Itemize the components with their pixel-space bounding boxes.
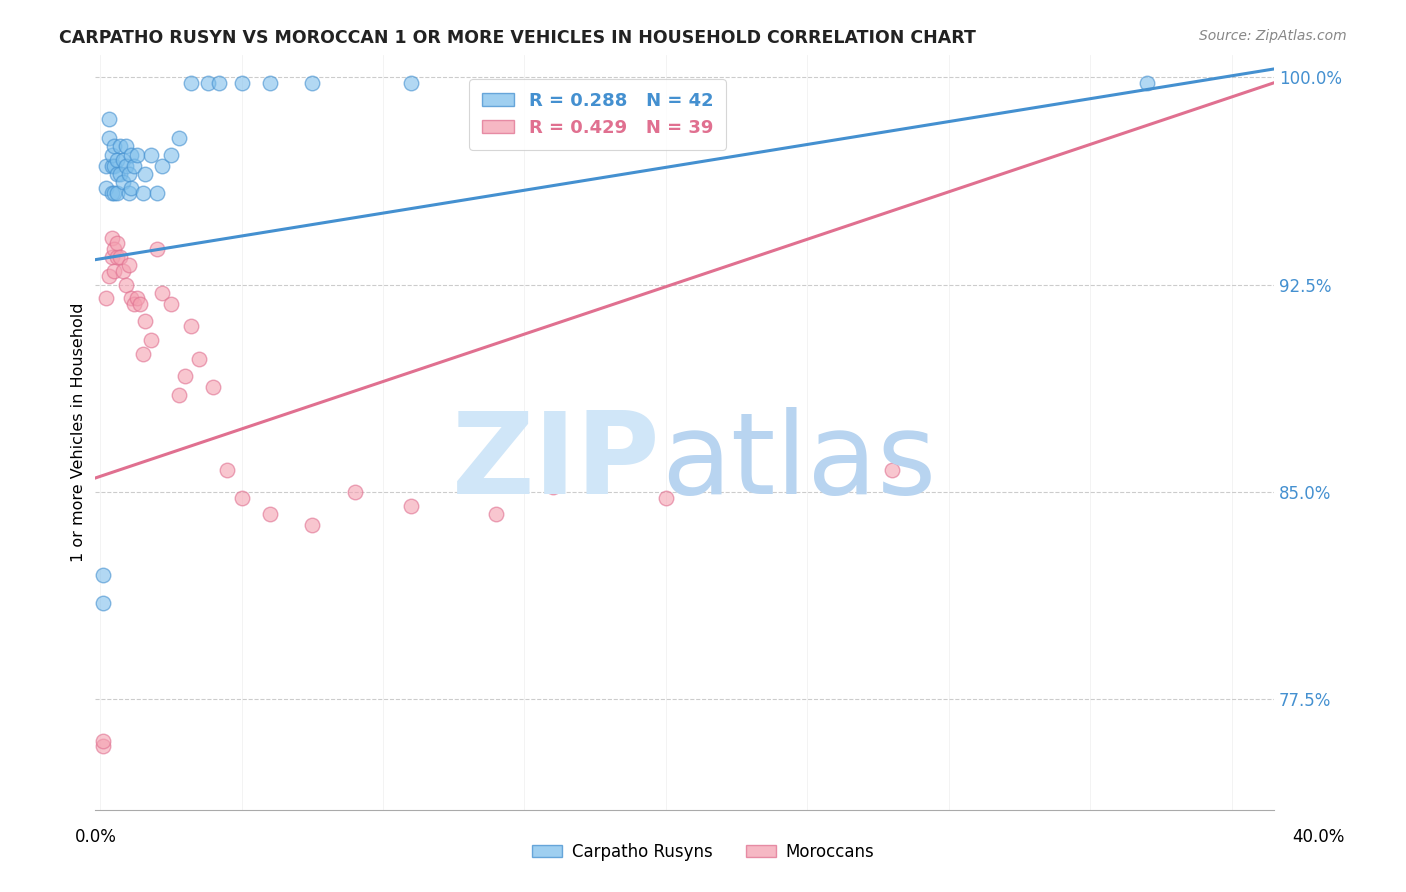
Point	[401, 499, 423, 513]
Point	[134, 313, 156, 327]
Point	[97, 269, 120, 284]
Point	[122, 159, 145, 173]
Text: CARPATHO RUSYN VS MOROCCAN 1 OR MORE VEHICLES IN HOUSEHOLD CORRELATION CHART: CARPATHO RUSYN VS MOROCCAN 1 OR MORE VEH…	[59, 29, 976, 46]
Text: ZIP: ZIP	[453, 408, 661, 518]
Point	[103, 264, 125, 278]
Point	[139, 333, 162, 347]
Point	[131, 186, 153, 201]
Point	[114, 159, 136, 173]
Text: atlas: atlas	[661, 408, 936, 518]
Point	[541, 479, 564, 493]
Point	[117, 167, 139, 181]
Legend: R = 0.288   N = 42, R = 0.429   N = 39: R = 0.288 N = 42, R = 0.429 N = 39	[470, 79, 725, 150]
Legend: Carpatho Rusyns, Moroccans: Carpatho Rusyns, Moroccans	[524, 837, 882, 868]
Text: 40.0%: 40.0%	[1292, 828, 1346, 846]
Point	[180, 319, 202, 334]
Point	[105, 186, 128, 201]
Point	[301, 76, 323, 90]
Point	[91, 596, 114, 610]
Point	[97, 131, 120, 145]
Point	[108, 167, 131, 181]
Point	[202, 380, 225, 394]
Point	[343, 485, 366, 500]
Point	[152, 285, 174, 300]
Point	[128, 297, 150, 311]
Point	[103, 159, 125, 173]
Point	[125, 147, 148, 161]
Text: Source: ZipAtlas.com: Source: ZipAtlas.com	[1199, 29, 1347, 43]
Point	[105, 167, 128, 181]
Point	[301, 518, 323, 533]
Point	[100, 186, 122, 201]
Point	[655, 491, 678, 505]
Point	[259, 76, 281, 90]
Point	[152, 159, 174, 173]
Point	[114, 139, 136, 153]
Point	[91, 739, 114, 754]
Text: 0.0%: 0.0%	[75, 828, 117, 846]
Point	[111, 175, 134, 189]
Point	[120, 181, 142, 195]
Point	[100, 250, 122, 264]
Point	[125, 292, 148, 306]
Point	[117, 186, 139, 201]
Point	[91, 568, 114, 582]
Point	[105, 153, 128, 168]
Point	[103, 139, 125, 153]
Point	[169, 388, 191, 402]
Point	[100, 159, 122, 173]
Point	[208, 76, 231, 90]
Point	[882, 463, 904, 477]
Point	[485, 507, 508, 521]
Point	[108, 139, 131, 153]
Point	[94, 159, 117, 173]
Point	[139, 147, 162, 161]
Point	[180, 76, 202, 90]
Point	[188, 352, 211, 367]
Point	[103, 186, 125, 201]
Point	[160, 147, 183, 161]
Point	[94, 181, 117, 195]
Point	[105, 250, 128, 264]
Point	[146, 242, 169, 256]
Point	[105, 236, 128, 251]
Point	[231, 491, 253, 505]
Point	[122, 297, 145, 311]
Point	[160, 297, 183, 311]
Point	[91, 734, 114, 748]
Point	[114, 277, 136, 292]
Point	[169, 131, 191, 145]
Point	[259, 507, 281, 521]
Point	[1136, 76, 1159, 90]
Point	[146, 186, 169, 201]
Point	[97, 112, 120, 126]
Point	[100, 147, 122, 161]
Point	[197, 76, 219, 90]
Point	[94, 292, 117, 306]
Point	[108, 250, 131, 264]
Point	[401, 76, 423, 90]
Point	[120, 292, 142, 306]
Point	[174, 368, 197, 383]
Point	[134, 167, 156, 181]
Point	[231, 76, 253, 90]
Point	[100, 230, 122, 244]
Point	[120, 147, 142, 161]
Point	[117, 258, 139, 272]
Point	[131, 347, 153, 361]
Point	[111, 264, 134, 278]
Point	[111, 153, 134, 168]
Point	[103, 242, 125, 256]
Y-axis label: 1 or more Vehicles in Household: 1 or more Vehicles in Household	[72, 303, 86, 562]
Point	[217, 463, 239, 477]
